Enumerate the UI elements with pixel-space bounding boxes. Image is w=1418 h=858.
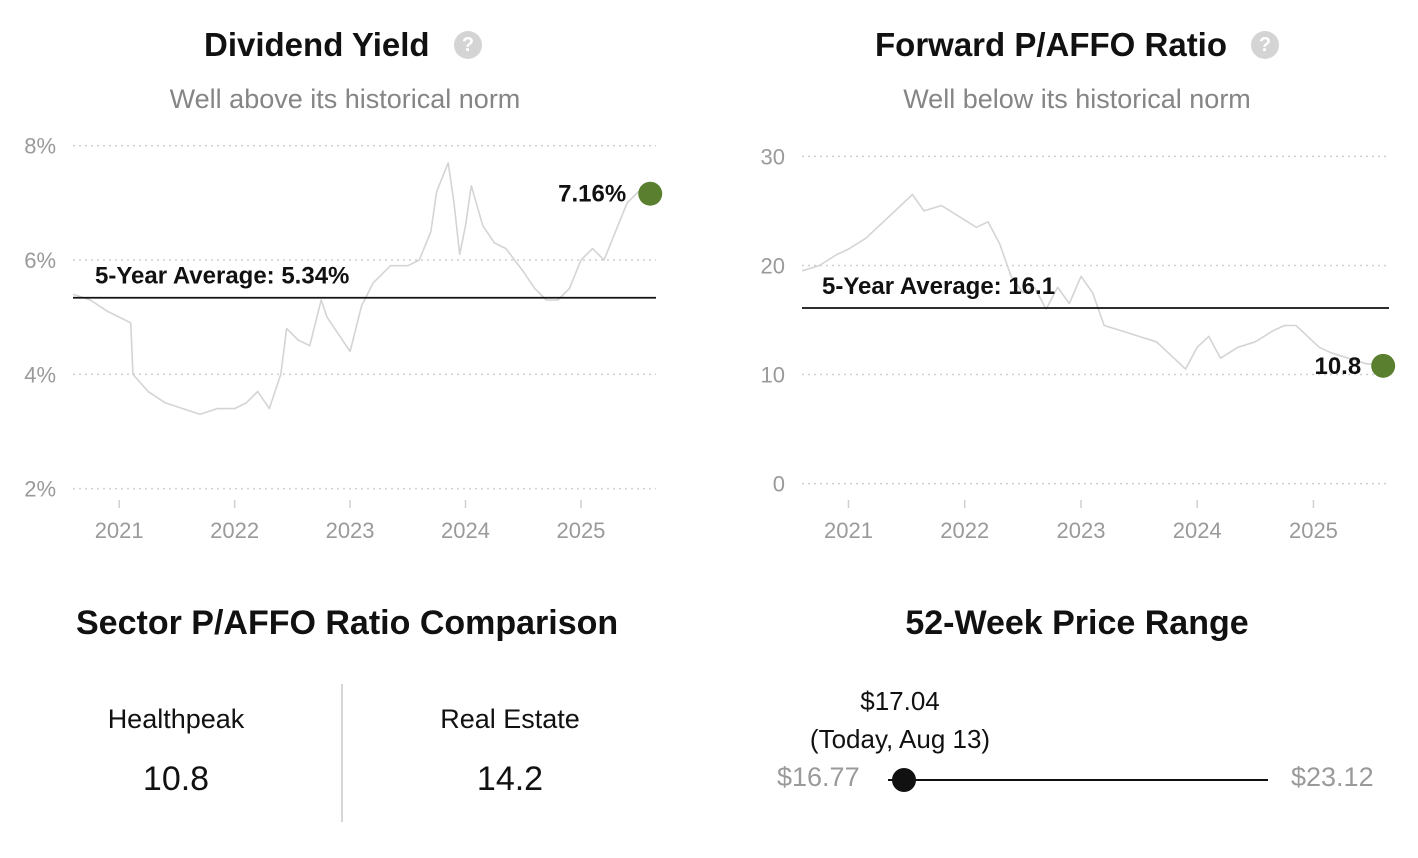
current-date: (Today, Aug 13) bbox=[809, 724, 991, 754]
y-tick-label: 6% bbox=[24, 248, 56, 273]
x-tick-label: 2021 bbox=[95, 518, 144, 543]
current-price: $17.04 bbox=[860, 686, 940, 716]
y-tick-label: 4% bbox=[24, 362, 56, 387]
sector-comparison-title: Sector P/AFFO Ratio Comparison bbox=[76, 604, 619, 642]
average-label: 5-Year Average: 5.34% bbox=[95, 263, 349, 290]
sector-value-healthpeak: 10.8 bbox=[142, 760, 210, 798]
current-value-label: 7.16% bbox=[558, 181, 626, 208]
series-line bbox=[801, 193, 1384, 370]
y-tick-label: 20 bbox=[761, 253, 785, 278]
y-tick-label: 2% bbox=[24, 477, 56, 502]
x-tick-label: 2022 bbox=[210, 518, 259, 543]
price-range-title: 52-Week Price Range bbox=[905, 604, 1249, 642]
x-tick-label: 2023 bbox=[326, 518, 375, 543]
y-tick-label: 10 bbox=[761, 363, 785, 388]
x-tick-label: 2021 bbox=[824, 518, 873, 543]
y-tick-label: 0 bbox=[773, 472, 785, 497]
range-low: $16.77 bbox=[777, 762, 860, 792]
question-circle-icon[interactable]: ? bbox=[1251, 31, 1279, 59]
average-label: 5-Year Average: 16.1 bbox=[822, 273, 1055, 300]
y-tick-label: 8% bbox=[24, 134, 56, 159]
x-tick-label: 2022 bbox=[940, 518, 989, 543]
forward-paffo-title: Forward P/AFFO Ratio bbox=[875, 26, 1228, 63]
sector-name-real-estate: Real Estate bbox=[440, 704, 580, 734]
range-current-marker bbox=[892, 768, 917, 792]
x-tick-label: 2024 bbox=[1173, 518, 1222, 543]
forward-paffo-subtitle: Well below its historical norm bbox=[903, 84, 1251, 114]
current-value-dot bbox=[1371, 353, 1396, 378]
x-tick-label: 2025 bbox=[556, 518, 605, 543]
x-tick-label: 2024 bbox=[441, 518, 490, 543]
sector-name-healthpeak: Healthpeak bbox=[107, 704, 245, 734]
dividend-yield-chart: 2% 4% 6% 8% 2021 2022 2023 2024 2025 5-Year Avera… bbox=[24, 134, 663, 543]
dividend-yield-title: Dividend Yield bbox=[204, 26, 430, 63]
y-tick-label: 30 bbox=[761, 144, 785, 169]
series-line bbox=[72, 162, 651, 416]
current-value-label: 10.8 bbox=[1314, 353, 1361, 380]
sector-divider bbox=[341, 684, 343, 822]
sector-value-real-estate: 14.2 bbox=[476, 760, 544, 798]
forward-paffo-chart: 0 10 20 30 2021 2022 2023 2024 2025 5-Year Averag… bbox=[761, 144, 1396, 543]
x-tick-label: 2023 bbox=[1056, 518, 1105, 543]
range-high: $23.12 bbox=[1291, 762, 1374, 792]
x-tick-label: 2025 bbox=[1289, 518, 1338, 543]
range-track bbox=[888, 779, 1268, 781]
question-circle-icon[interactable]: ? bbox=[454, 31, 482, 59]
current-value-dot bbox=[638, 181, 663, 206]
dividend-yield-subtitle: Well above its historical norm bbox=[169, 84, 521, 114]
